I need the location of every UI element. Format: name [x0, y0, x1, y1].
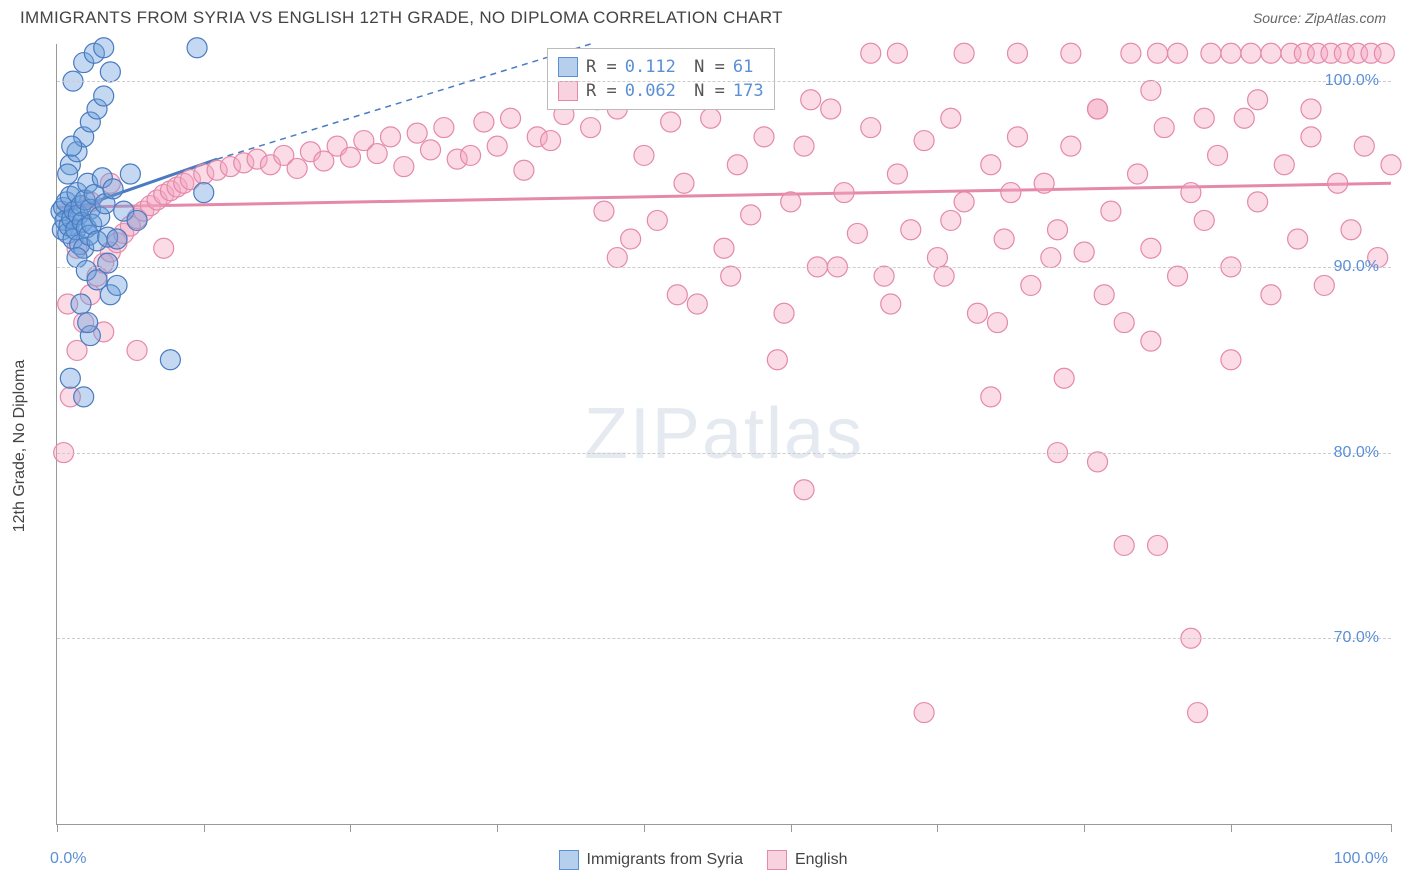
correlation-legend: R = 0.112 N = 61 R = 0.062 N = 173 [547, 48, 775, 110]
scatter-plot-svg [57, 44, 1391, 824]
legend-row-pink: R = 0.062 N = 173 [558, 79, 764, 103]
r-label: R = [586, 57, 617, 77]
legend-row-blue: R = 0.112 N = 61 [558, 55, 764, 79]
n-value-blue: 61 [733, 57, 753, 77]
r-value-blue: 0.112 [625, 57, 676, 77]
y-axis-title: 12th Grade, No Diploma [11, 360, 29, 533]
n-label: N = [684, 81, 725, 101]
r-label: R = [586, 81, 617, 101]
bottom-legend: Immigrants from Syria English [0, 850, 1406, 870]
legend-label-syria: Immigrants from Syria [587, 851, 743, 869]
n-label: N = [684, 57, 725, 77]
source-text: Source: ZipAtlas.com [1253, 10, 1386, 26]
swatch-blue-icon [559, 850, 579, 870]
legend-item-english: English [767, 850, 847, 870]
swatch-pink-icon [558, 81, 578, 101]
r-value-pink: 0.062 [625, 81, 676, 101]
title-bar: IMMIGRANTS FROM SYRIA VS ENGLISH 12TH GR… [0, 0, 1406, 32]
chart-title: IMMIGRANTS FROM SYRIA VS ENGLISH 12TH GR… [20, 8, 783, 28]
legend-item-syria: Immigrants from Syria [559, 850, 743, 870]
swatch-pink-icon [767, 850, 787, 870]
chart-plot-area: ZIPatlas R = 0.112 N = 61 R = 0.062 N = … [56, 44, 1391, 825]
n-value-pink: 173 [733, 81, 764, 101]
legend-label-english: English [795, 851, 847, 869]
swatch-blue-icon [558, 57, 578, 77]
